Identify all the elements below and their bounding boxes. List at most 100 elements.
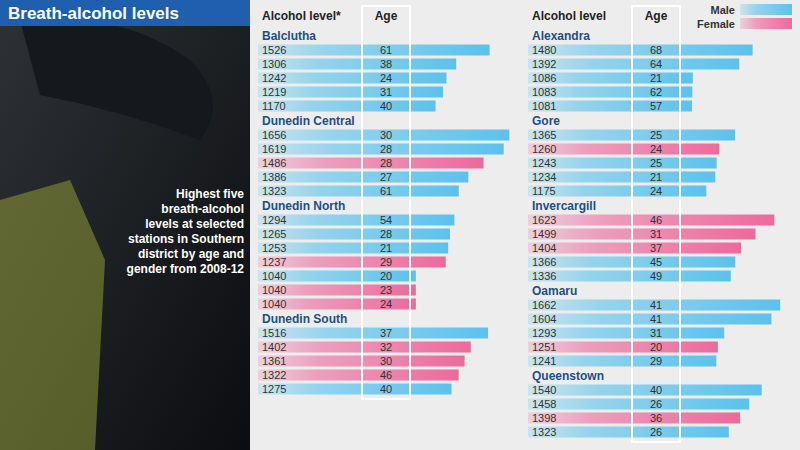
value-label: 1458	[532, 398, 556, 410]
labels: Alcohol level*AgeBalclutha15266113063812…	[262, 9, 398, 395]
age-label: 31	[650, 327, 662, 339]
value-label: 1175	[532, 185, 556, 197]
legend-swatch	[740, 4, 792, 15]
value-label: 1086	[532, 72, 556, 84]
age-label: 45	[650, 256, 662, 268]
age-label: 26	[650, 398, 662, 410]
column-header: Alcohol level*	[262, 9, 341, 23]
bar	[528, 328, 724, 339]
age-label: 29	[380, 256, 392, 268]
age-label: 32	[380, 341, 392, 353]
value-label: 1486	[262, 157, 286, 169]
age-label: 61	[380, 185, 392, 197]
value-label: 1293	[532, 327, 556, 339]
bar	[258, 172, 468, 183]
age-column-box	[632, 6, 680, 442]
bar	[258, 370, 459, 381]
bar	[528, 101, 692, 112]
legend-label: Male	[711, 4, 735, 16]
subtitle-line: district by age and	[138, 247, 244, 261]
value-label: 1392	[532, 58, 556, 70]
value-label: 1366	[532, 256, 556, 268]
bar	[528, 144, 719, 155]
age-label: 28	[380, 143, 392, 155]
bar	[258, 87, 443, 98]
bar	[258, 299, 416, 310]
bar	[528, 87, 692, 98]
age-label: 24	[650, 185, 662, 197]
age-label: 46	[650, 214, 662, 226]
bars	[528, 45, 780, 438]
photo-cap	[20, 18, 213, 140]
age-label: 38	[380, 58, 392, 70]
value-label: 1336	[532, 270, 556, 282]
value-label: 1294	[262, 214, 286, 226]
age-label: 41	[650, 313, 662, 325]
bar	[258, 342, 471, 353]
age-column-box	[362, 6, 410, 399]
age-label: 29	[650, 355, 662, 367]
bar	[528, 300, 780, 311]
age-label: 64	[650, 58, 662, 70]
value-label: 1526	[262, 44, 286, 56]
bar	[258, 271, 416, 282]
value-label: 1275	[262, 383, 286, 395]
value-label: 1662	[532, 299, 556, 311]
value-label: 1306	[262, 58, 286, 70]
age-label: 40	[380, 100, 392, 112]
legend: MaleFemale	[697, 4, 792, 30]
column-header: Age	[645, 9, 668, 23]
age-label: 40	[650, 384, 662, 396]
bar	[258, 215, 454, 226]
labels: Alcohol levelAgeAlexandra148068139264108…	[532, 9, 668, 438]
subtitle-line: stations in Southern	[128, 232, 244, 246]
age-label: 31	[380, 86, 392, 98]
age-label: 62	[650, 86, 662, 98]
age-label: 41	[650, 299, 662, 311]
bar	[528, 215, 774, 226]
subtitle-line: Highest five	[176, 187, 244, 201]
value-label: 1260	[532, 143, 556, 155]
age-label: 21	[650, 72, 662, 84]
value-label: 1499	[532, 228, 556, 240]
age-label: 24	[650, 143, 662, 155]
value-label: 1540	[532, 384, 556, 396]
bar	[258, 229, 450, 240]
value-label: 1219	[262, 86, 286, 98]
bar	[528, 385, 762, 396]
photo-vest	[0, 180, 105, 450]
bar	[528, 427, 729, 438]
value-label: 1170	[262, 100, 286, 112]
age-label: 25	[650, 129, 662, 141]
value-label: 1040	[262, 284, 286, 296]
bar	[528, 172, 715, 183]
legend-swatch	[740, 18, 792, 29]
value-label: 1404	[532, 242, 556, 254]
title-box	[0, 0, 250, 26]
bar	[258, 144, 504, 155]
value-label: 1040	[262, 298, 286, 310]
age-label: 54	[380, 214, 392, 226]
age-label: 24	[380, 72, 392, 84]
age-label: 27	[380, 171, 392, 183]
age-label: 28	[380, 157, 392, 169]
bar	[528, 158, 717, 169]
station-name: Balclutha	[262, 29, 316, 43]
station-name: Queenstown	[532, 369, 604, 383]
bar	[258, 243, 448, 254]
value-label: 1083	[532, 86, 556, 98]
subtitle-line: gender from 2008-12	[127, 262, 245, 276]
bar	[528, 271, 731, 282]
value-label: 1386	[262, 171, 286, 183]
age-label: 37	[380, 327, 392, 339]
column-header: Alcohol level	[532, 9, 606, 23]
bar	[528, 229, 755, 240]
value-label: 1516	[262, 327, 286, 339]
chart-background	[250, 0, 800, 450]
age-label: 68	[650, 44, 662, 56]
bar	[528, 342, 718, 353]
age-label: 21	[380, 242, 392, 254]
age-label: 20	[650, 341, 662, 353]
bar	[258, 73, 446, 84]
value-label: 1480	[532, 44, 556, 56]
